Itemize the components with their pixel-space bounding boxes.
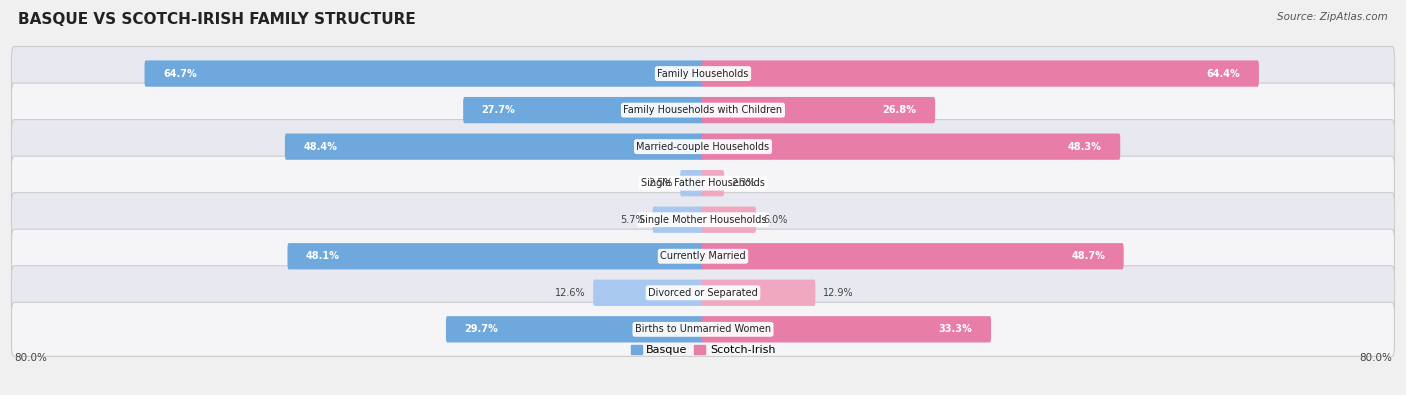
Text: 80.0%: 80.0% <box>14 353 46 363</box>
Text: Family Households with Children: Family Households with Children <box>623 105 783 115</box>
Text: 6.0%: 6.0% <box>763 215 787 225</box>
Text: 27.7%: 27.7% <box>482 105 516 115</box>
FancyBboxPatch shape <box>702 170 724 196</box>
FancyBboxPatch shape <box>11 156 1395 210</box>
FancyBboxPatch shape <box>652 207 704 233</box>
FancyBboxPatch shape <box>702 134 1121 160</box>
Legend: Basque, Scotch-Irish: Basque, Scotch-Irish <box>626 340 780 359</box>
Text: Single Mother Households: Single Mother Households <box>640 215 766 225</box>
FancyBboxPatch shape <box>702 280 815 306</box>
FancyBboxPatch shape <box>702 97 935 123</box>
Text: 29.7%: 29.7% <box>464 324 498 334</box>
FancyBboxPatch shape <box>287 243 704 269</box>
FancyBboxPatch shape <box>11 193 1395 247</box>
Text: 33.3%: 33.3% <box>939 324 973 334</box>
Text: Family Households: Family Households <box>658 69 748 79</box>
FancyBboxPatch shape <box>11 120 1395 174</box>
FancyBboxPatch shape <box>681 170 704 196</box>
FancyBboxPatch shape <box>11 302 1395 356</box>
Text: 48.1%: 48.1% <box>307 251 340 261</box>
Text: Married-couple Households: Married-couple Households <box>637 142 769 152</box>
Text: BASQUE VS SCOTCH-IRISH FAMILY STRUCTURE: BASQUE VS SCOTCH-IRISH FAMILY STRUCTURE <box>18 12 416 27</box>
FancyBboxPatch shape <box>11 266 1395 320</box>
FancyBboxPatch shape <box>702 207 756 233</box>
Text: 48.7%: 48.7% <box>1071 251 1105 261</box>
FancyBboxPatch shape <box>145 60 704 87</box>
Text: Currently Married: Currently Married <box>661 251 745 261</box>
Text: Source: ZipAtlas.com: Source: ZipAtlas.com <box>1277 12 1388 22</box>
Text: 12.6%: 12.6% <box>555 288 586 298</box>
Text: 48.3%: 48.3% <box>1067 142 1102 152</box>
Text: Divorced or Separated: Divorced or Separated <box>648 288 758 298</box>
FancyBboxPatch shape <box>11 47 1395 101</box>
FancyBboxPatch shape <box>11 229 1395 283</box>
FancyBboxPatch shape <box>11 83 1395 137</box>
Text: Births to Unmarried Women: Births to Unmarried Women <box>636 324 770 334</box>
FancyBboxPatch shape <box>702 243 1123 269</box>
Text: 12.9%: 12.9% <box>823 288 853 298</box>
FancyBboxPatch shape <box>463 97 704 123</box>
FancyBboxPatch shape <box>285 134 704 160</box>
Text: 64.4%: 64.4% <box>1206 69 1240 79</box>
FancyBboxPatch shape <box>702 60 1258 87</box>
Text: 2.5%: 2.5% <box>648 178 673 188</box>
Text: 26.8%: 26.8% <box>883 105 917 115</box>
Text: 48.4%: 48.4% <box>304 142 337 152</box>
FancyBboxPatch shape <box>593 280 704 306</box>
Text: 5.7%: 5.7% <box>620 215 645 225</box>
Text: 64.7%: 64.7% <box>163 69 197 79</box>
FancyBboxPatch shape <box>446 316 704 342</box>
Text: 80.0%: 80.0% <box>1360 353 1392 363</box>
Text: 2.3%: 2.3% <box>731 178 756 188</box>
FancyBboxPatch shape <box>702 316 991 342</box>
Text: Single Father Households: Single Father Households <box>641 178 765 188</box>
